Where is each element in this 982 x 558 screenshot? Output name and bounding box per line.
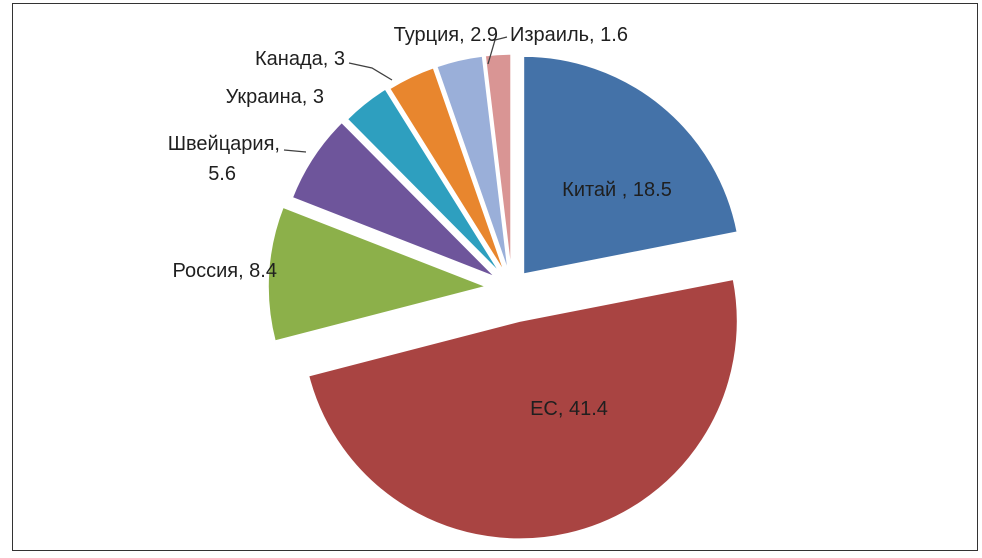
pie-slice-4 — [291, 121, 496, 278]
pie-slice-3 — [267, 206, 489, 342]
slice-label-1: Китай , 18.5 — [562, 179, 672, 201]
slice-label-8: Израиль, 1.6 — [510, 24, 628, 46]
pie-slice-8 — [484, 53, 512, 273]
slice-label-7: Турция, 2.9 — [394, 24, 498, 46]
slice-label-2: ЕС, 41.4 — [530, 398, 608, 420]
pie-slice-6 — [388, 66, 506, 274]
slice-label-5: Украина, 3 — [226, 86, 324, 108]
leader-line-8 — [487, 36, 508, 65]
slice-label-3: Россия, 8.4 — [172, 260, 277, 282]
pie-slice-2 — [307, 278, 739, 540]
slice-label-6: Канада, 3 — [255, 48, 345, 70]
leader-line-6 — [348, 62, 393, 81]
leader-line-4 — [283, 149, 307, 153]
pie-slice-7 — [435, 55, 510, 273]
pie-slice-5 — [346, 87, 502, 275]
slice-label-4: Швейцария, 5.6 — [168, 133, 280, 185]
pie-slice-1 — [522, 55, 739, 276]
